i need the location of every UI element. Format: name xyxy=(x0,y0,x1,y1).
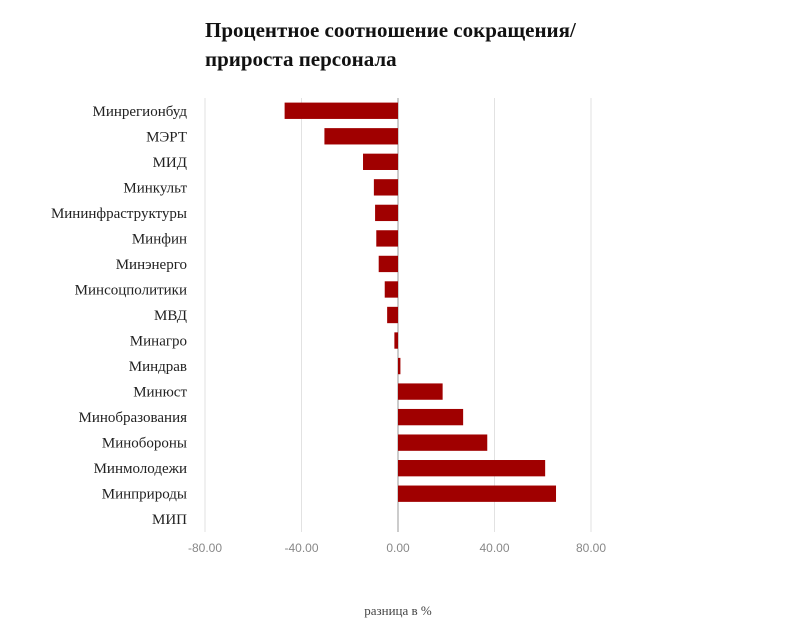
x-tick-label: 0.00 xyxy=(386,541,410,555)
bar xyxy=(387,306,398,324)
bar xyxy=(398,434,488,451)
category-label: Минагро xyxy=(130,334,187,350)
bar xyxy=(324,128,398,145)
bar xyxy=(378,255,398,273)
category-label: Минобразования xyxy=(78,410,187,426)
chart-title: Процентное соотношение сокращения/ приро… xyxy=(205,16,725,74)
bar xyxy=(398,460,546,477)
category-label: Минкульт xyxy=(123,180,187,196)
x-tick-label: 80.00 xyxy=(576,541,606,555)
category-labels: Минрегионбуд МЭРТ МИД Минкульт Мининфраструк… xyxy=(51,104,188,528)
bar xyxy=(363,153,398,170)
category-label: МЭРТ xyxy=(146,129,187,145)
category-label: МИД xyxy=(153,155,187,171)
x-tick-labels: -80.00 -40.00 0.00 40.00 80.00 xyxy=(188,541,606,555)
x-axis-title: разница в % xyxy=(364,603,432,618)
x-tick-label: -40.00 xyxy=(284,541,318,555)
category-label: Минприроды xyxy=(102,487,187,503)
bar xyxy=(398,383,443,400)
bar xyxy=(375,204,398,222)
x-tick-label: 40.00 xyxy=(479,541,509,555)
category-label: Миндрав xyxy=(129,359,187,375)
bar xyxy=(398,357,401,375)
category-label: Минсоцполитики xyxy=(75,282,187,298)
bar xyxy=(398,485,557,502)
category-label: МВД xyxy=(154,308,187,324)
category-label: Минрегионбуд xyxy=(92,104,187,120)
bar xyxy=(284,102,398,119)
chart-title-line-1: Процентное соотношение сокращения/ xyxy=(205,18,576,42)
bar xyxy=(398,408,464,426)
category-label: Минобороны xyxy=(102,436,187,452)
bar xyxy=(376,230,398,247)
bar xyxy=(373,179,398,196)
bar xyxy=(394,332,398,349)
category-label: МИП xyxy=(152,512,187,528)
bar xyxy=(384,281,398,298)
category-label: Минюст xyxy=(133,385,187,401)
category-label: Минфин xyxy=(132,231,187,247)
bars xyxy=(284,102,557,502)
category-label: Мининфраструктуры xyxy=(51,206,187,222)
chart-title-line-2: прироста персонала xyxy=(205,47,397,71)
category-label: Минэнерго xyxy=(116,257,187,273)
x-tick-label: -80.00 xyxy=(188,541,222,555)
category-label: Минмолодежи xyxy=(94,461,187,477)
